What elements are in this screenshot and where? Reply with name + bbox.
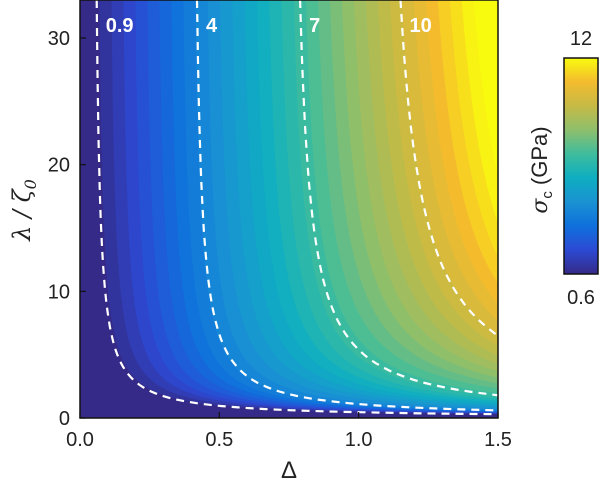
contour-line-4 <box>195 0 498 412</box>
colorbar-title-group: σc(GPa) <box>527 126 556 213</box>
colorbar-title: σc(GPa) <box>527 126 556 213</box>
x-tick-label: 1.0 <box>345 429 373 451</box>
y-axis: 0 10 20 30 <box>48 28 86 430</box>
y-tick-label: 30 <box>48 28 70 50</box>
contour-bands <box>80 0 498 418</box>
contour-label-10: 10 <box>409 15 431 37</box>
contour-label-7: 7 <box>309 15 320 37</box>
x-axis-label: Δ <box>281 457 297 484</box>
colorbar: 12 0.6 σc(GPa) <box>527 28 599 309</box>
y-tick-label: 0 <box>59 408 70 430</box>
plot-frame <box>79 0 499 419</box>
x-axis: 0.0 0.5 1.0 1.5 <box>66 412 512 451</box>
colorbar-max-label: 12 <box>570 28 592 50</box>
contour-line-0.9 <box>95 0 498 416</box>
contour-line-7 <box>299 0 498 397</box>
contour-lines <box>95 0 498 416</box>
x-tick-label: 0.0 <box>66 429 94 451</box>
colorbar-min-label: 0.6 <box>567 287 595 309</box>
contour-label-0.9: 0.9 <box>106 15 134 37</box>
y-tick-label: 20 <box>48 155 70 177</box>
x-tick-label: 1.5 <box>484 429 512 451</box>
x-tick-label: 0.5 <box>205 429 233 451</box>
y-axis-label-group: λ / ζ0 <box>8 179 40 242</box>
contour-label-4: 4 <box>206 15 218 37</box>
colorbar-gradient <box>563 57 599 275</box>
contour-band <box>485 0 498 110</box>
contour-labels: 0.9 4 7 10 <box>106 15 432 37</box>
y-axis-label: λ / ζ0 <box>8 179 40 242</box>
y-tick-label: 10 <box>48 281 70 303</box>
plot-area <box>80 0 498 418</box>
